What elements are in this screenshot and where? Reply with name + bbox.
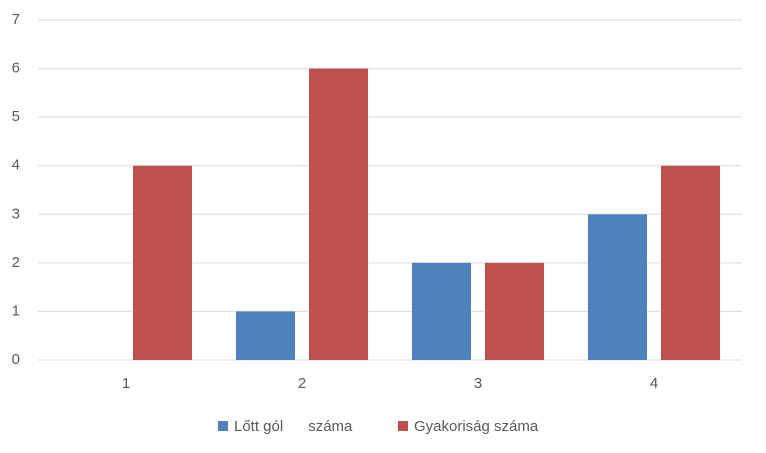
legend-label: Lőtt gól száma (234, 418, 353, 435)
bar (661, 165, 720, 360)
x-tick-label: 2 (298, 375, 306, 392)
bar (485, 262, 544, 360)
bar (309, 68, 368, 361)
bar (133, 165, 192, 360)
x-tick-label: 1 (122, 375, 130, 392)
y-tick-label: 7 (12, 11, 20, 28)
bar (588, 214, 647, 360)
legend-swatch (218, 421, 228, 431)
x-tick-label: 3 (474, 375, 482, 392)
legend-label: Gyakoriság száma (414, 418, 539, 435)
bar (236, 311, 295, 360)
y-tick-label: 0 (12, 351, 20, 368)
x-tick-label: 4 (650, 375, 658, 392)
y-tick-label: 5 (12, 108, 20, 125)
y-tick-label: 3 (12, 205, 20, 222)
y-tick-label: 1 (12, 302, 20, 319)
bar (412, 262, 471, 360)
y-tick-label: 2 (12, 254, 20, 271)
legend-swatch (398, 421, 408, 431)
y-tick-label: 4 (12, 157, 20, 174)
y-tick-label: 6 (12, 60, 20, 77)
